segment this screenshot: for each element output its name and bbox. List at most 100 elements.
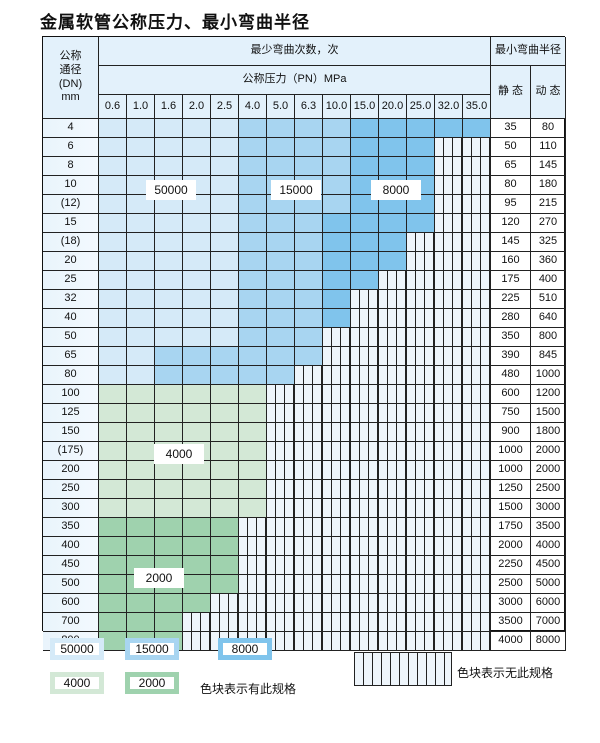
no-spec-cell <box>295 385 323 404</box>
no-spec-cell <box>407 461 435 480</box>
no-spec-cell <box>379 442 407 461</box>
no-spec-cell <box>351 347 379 366</box>
dn-cell: 15 <box>43 214 99 233</box>
no-spec-cell <box>407 252 435 271</box>
no-spec-cell <box>407 328 435 347</box>
pressure-col-header: 20.0 <box>379 95 407 119</box>
dn-cell: 80 <box>43 366 99 385</box>
spec-cell <box>239 461 267 480</box>
no-spec-cell <box>323 613 351 632</box>
pressure-col-header: 6.3 <box>295 95 323 119</box>
no-spec-cell <box>239 575 267 594</box>
static-radius-cell: 2000 <box>491 537 531 556</box>
dn-cell: (175) <box>43 442 99 461</box>
spec-cell <box>155 290 183 309</box>
spec-cell <box>155 233 183 252</box>
spec-cell <box>295 138 323 157</box>
spec-cell <box>127 214 155 233</box>
no-spec-cell <box>435 480 463 499</box>
no-spec-cell <box>295 594 323 613</box>
no-spec-cell <box>407 613 435 632</box>
spec-cell <box>239 195 267 214</box>
static-radius-cell: 2250 <box>491 556 531 575</box>
spec-cell <box>183 461 211 480</box>
static-radius-cell: 95 <box>491 195 531 214</box>
no-spec-cell <box>379 290 407 309</box>
spec-cell <box>351 214 379 233</box>
spec-cell <box>351 252 379 271</box>
spec-cell <box>99 480 127 499</box>
spec-cell <box>155 594 183 613</box>
legend-50000: 50000 <box>50 638 104 660</box>
no-spec-cell <box>239 556 267 575</box>
spec-cell <box>351 233 379 252</box>
spec-cell <box>183 385 211 404</box>
spec-cell <box>183 423 211 442</box>
spec-cell <box>99 157 127 176</box>
no-spec-cell <box>351 518 379 537</box>
no-spec-cell <box>435 499 463 518</box>
dynamic-radius-cell: 180 <box>531 176 566 195</box>
spec-cell <box>295 252 323 271</box>
dynamic-radius-cell: 1200 <box>531 385 566 404</box>
no-spec-cell <box>407 556 435 575</box>
no-spec-cell <box>463 309 491 328</box>
spec-cell <box>127 594 155 613</box>
dynamic-radius-cell: 80 <box>531 119 566 138</box>
no-spec-cell <box>463 138 491 157</box>
no-spec-cell <box>407 518 435 537</box>
no-spec-cell <box>351 385 379 404</box>
dynamic-radius-cell: 845 <box>531 347 566 366</box>
dynamic-radius-cell: 800 <box>531 328 566 347</box>
spec-cell <box>211 290 239 309</box>
no-spec-cell <box>407 632 435 651</box>
dn-cell: 450 <box>43 556 99 575</box>
spec-cell <box>99 385 127 404</box>
spec-cell <box>407 157 435 176</box>
spec-cell <box>183 518 211 537</box>
spec-cell <box>183 309 211 328</box>
no-spec-cell <box>295 366 323 385</box>
pressure-col-header: 32.0 <box>435 95 463 119</box>
dynamic-radius-cell: 510 <box>531 290 566 309</box>
spec-cell <box>127 442 155 461</box>
spec-cell <box>183 366 211 385</box>
dn-cell: 200 <box>43 461 99 480</box>
dynamic-radius-cell: 1000 <box>531 366 566 385</box>
no-spec-cell <box>323 442 351 461</box>
spec-cell <box>211 575 239 594</box>
spec-cell <box>183 404 211 423</box>
no-spec-cell <box>379 537 407 556</box>
no-spec-cell <box>379 632 407 651</box>
dynamic-radius-cell: 5000 <box>531 575 566 594</box>
no-spec-cell <box>379 271 407 290</box>
static-radius-cell: 1000 <box>491 461 531 480</box>
spec-cell <box>239 138 267 157</box>
spec-cell <box>211 480 239 499</box>
no-spec-cell <box>407 594 435 613</box>
spec-cell <box>127 290 155 309</box>
dn-cell: (12) <box>43 195 99 214</box>
spec-cell <box>99 328 127 347</box>
spec-cell <box>127 613 155 632</box>
static-radius-cell: 600 <box>491 385 531 404</box>
spec-cell <box>99 499 127 518</box>
spec-cell <box>211 518 239 537</box>
no-spec-cell <box>435 366 463 385</box>
spec-cell <box>239 176 267 195</box>
no-spec-cell <box>379 366 407 385</box>
no-spec-cell <box>267 632 295 651</box>
spec-cell <box>99 309 127 328</box>
spec-cell <box>379 214 407 233</box>
bend-count-header: 最少弯曲次数，次 <box>99 37 491 66</box>
spec-cell <box>267 157 295 176</box>
no-spec-cell <box>407 290 435 309</box>
spec-cell <box>99 423 127 442</box>
no-spec-cell <box>407 404 435 423</box>
no-spec-cell <box>323 594 351 613</box>
dynamic-radius-cell: 215 <box>531 195 566 214</box>
dn-cell: 300 <box>43 499 99 518</box>
static-radius-cell: 750 <box>491 404 531 423</box>
spec-cell <box>211 366 239 385</box>
spec-cell <box>155 480 183 499</box>
